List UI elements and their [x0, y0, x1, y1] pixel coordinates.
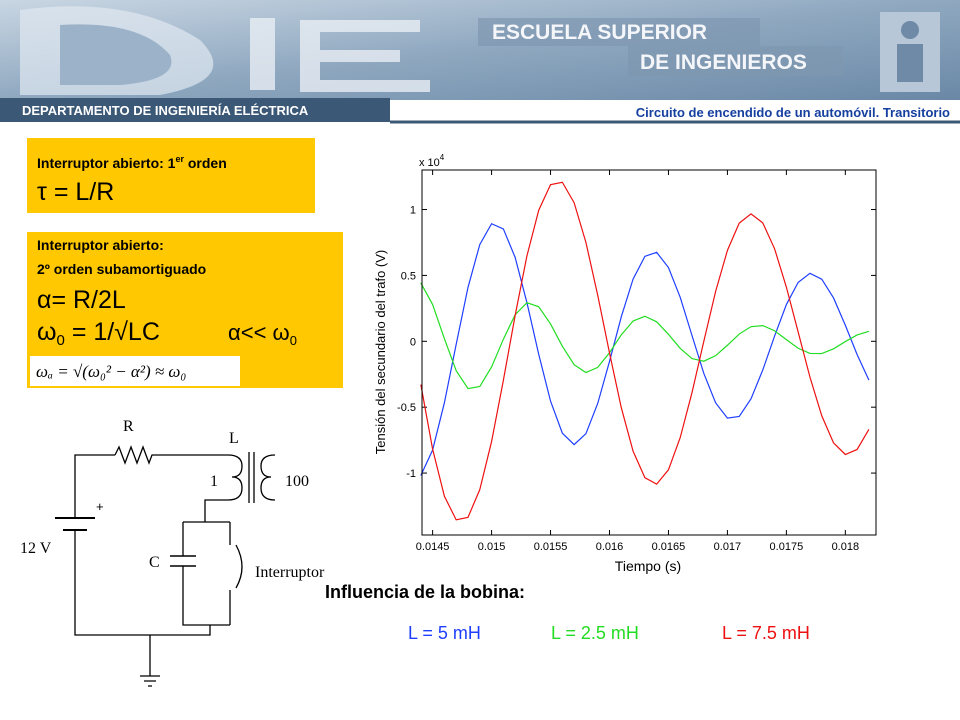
x-tick-label: 0.015 — [478, 541, 506, 553]
y-tick-label: -0.5 — [397, 402, 416, 414]
component-label: L — [229, 430, 239, 447]
x-tick-label: 0.0175 — [770, 541, 804, 553]
legend-entry: L = 2.5 mH — [551, 623, 639, 643]
logo-shape — [60, 24, 172, 85]
formula: ω0 = 1/√LC — [37, 318, 160, 349]
banner-plate — [628, 46, 843, 76]
x-tick-label: 0.0155 — [534, 541, 568, 553]
x-tick-label: 0.016 — [596, 541, 624, 553]
resistor — [114, 445, 228, 465]
secondary-coil — [260, 454, 276, 501]
data-line — [420, 181, 870, 521]
component-label: Interruptor — [255, 564, 325, 581]
box-heading: Interruptor abierto: — [37, 237, 164, 253]
switch — [235, 544, 243, 589]
school-name: ESCUELA SUPERIOR — [492, 21, 707, 44]
y-multiplier: x 104 — [419, 153, 445, 169]
data-line — [420, 282, 870, 390]
banner-plate — [478, 18, 760, 46]
banner-icon — [897, 44, 923, 82]
component-label: 1 — [210, 473, 218, 490]
formula: α<< ω0 — [228, 320, 297, 348]
formula: ωₐ = √(ω₀² − α²) ≈ ω₀ — [36, 362, 186, 381]
school-name: DE INGENIEROS — [640, 51, 807, 74]
box-heading: Interruptor abierto: 1er orden — [37, 154, 227, 171]
plot-frame — [421, 169, 877, 536]
box-heading-text: Interruptor abierto: 1 — [37, 155, 176, 171]
primary-coil — [204, 454, 243, 522]
logo-shape — [250, 18, 275, 90]
y-multiplier-exponent: 4 — [440, 153, 445, 162]
polarity: + — [96, 499, 104, 514]
x-tick-label: 0.018 — [832, 541, 860, 553]
wire — [74, 530, 211, 636]
y-tick-label: 0 — [410, 336, 416, 348]
info-box — [27, 138, 315, 213]
subscript: 0 — [57, 332, 65, 349]
component-label: C — [149, 554, 160, 571]
x-tick-label: 0.017 — [714, 541, 742, 553]
formula-panel — [30, 356, 240, 386]
department-name: DEPARTAMENTO DE INGENIERÍA ELÉCTRICA — [22, 103, 309, 118]
y-tick-label: 1 — [410, 205, 416, 217]
legend-entry: L = 7.5 mH — [722, 623, 810, 643]
formula: τ = L/R — [37, 178, 114, 206]
component-label: 100 — [285, 473, 309, 490]
box-heading: 2º orden subamortiguado — [37, 261, 206, 277]
x-axis-label: Tiempo (s) — [615, 558, 681, 574]
formula: α= R/2L — [37, 286, 126, 314]
component-label: 12 V — [20, 540, 52, 557]
y-tick-label: -1 — [406, 468, 416, 480]
y-tick-label: 0.5 — [401, 270, 416, 282]
x-tick-label: 0.0165 — [652, 541, 686, 553]
department-strip — [0, 98, 390, 122]
banner-icon — [901, 21, 919, 39]
wire — [74, 454, 115, 500]
formula-part: α<< ω — [228, 320, 290, 345]
x-tick-label: 0.0145 — [416, 541, 450, 553]
formula-part: ω — [37, 318, 57, 346]
legend-entry: L = 5 mH — [408, 623, 481, 643]
ground — [140, 635, 160, 687]
box-heading-text: orden — [184, 155, 227, 171]
data-line — [420, 222, 870, 476]
subscript: 0 — [290, 333, 297, 348]
slide-subtitle: Circuito de encendido de un automóvil. T… — [636, 105, 950, 120]
formula-part: = 1/√LC — [65, 318, 160, 346]
superscript: er — [175, 154, 184, 164]
logo-shape — [300, 20, 430, 92]
component-label: R — [123, 418, 134, 435]
wire — [182, 521, 231, 626]
legend-title: Influencia de la bobina: — [325, 582, 525, 602]
y-multiplier-base: x 10 — [419, 157, 440, 169]
circuit: + R L 1 100 12 V C Interruptor — [20, 418, 325, 687]
y-axis-label: Tensión del secundario del trafo (V) — [373, 250, 388, 455]
